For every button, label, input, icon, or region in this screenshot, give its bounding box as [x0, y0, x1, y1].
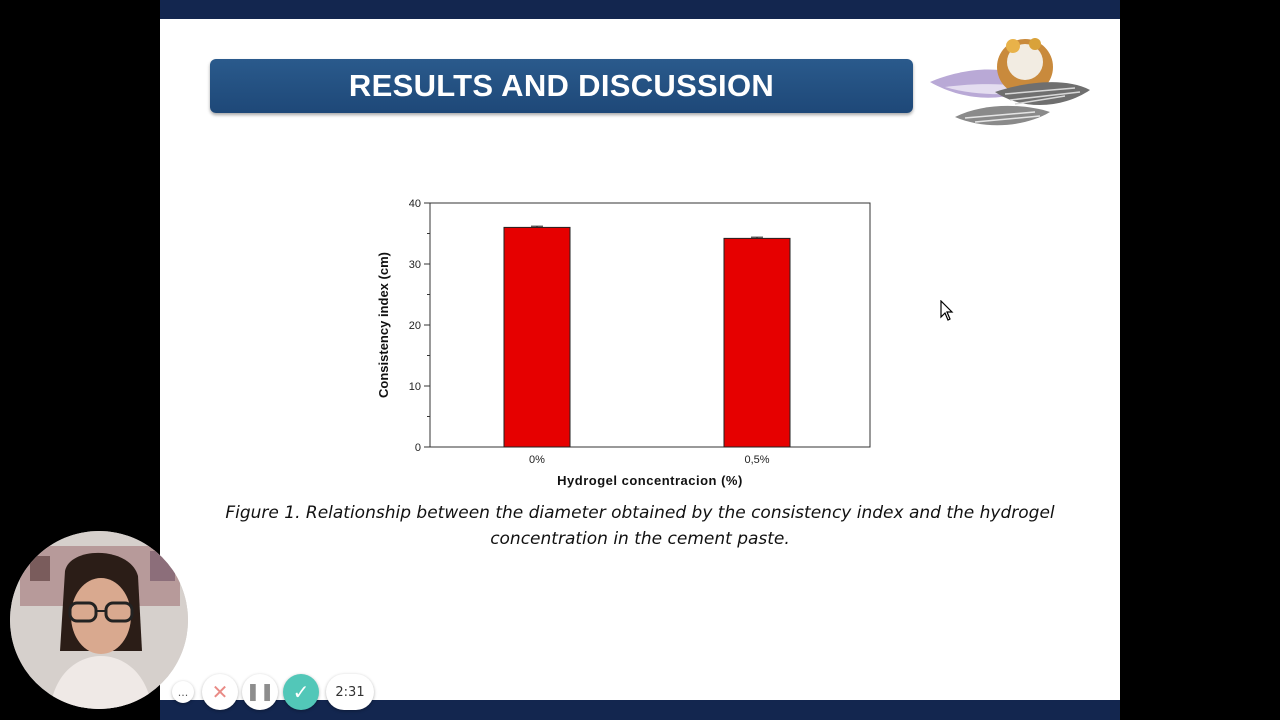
finish-recording-button[interactable]: ✓: [283, 674, 319, 710]
figure-caption: Figure 1. Relationship between the diame…: [200, 500, 1080, 552]
presenter-video-icon: [10, 531, 188, 709]
check-icon: ✓: [292, 680, 310, 704]
y-axis: 0 10 20 30 40: [409, 198, 430, 454]
pause-icon: ❚❚: [245, 682, 275, 702]
more-options-button[interactable]: ...: [172, 681, 194, 703]
y-tick-label: 30: [409, 259, 421, 271]
close-icon: ✕: [211, 680, 229, 704]
caption-line-1: Figure 1. Relationship between the diame…: [225, 503, 1055, 523]
bar-1: [723, 237, 791, 448]
pause-recording-button[interactable]: ❚❚: [242, 674, 278, 710]
x-axis-tick-labels: 0% 0,5%: [529, 454, 770, 466]
title-banner: RESULTS AND DISCUSSION: [210, 59, 913, 113]
slide-bottom-bar: [160, 700, 1120, 720]
presentation-slide: RESULTS AND DISCUSSION 0 10 20 30 40 0% 0,5% …: [160, 0, 1120, 720]
chart-bars: [503, 225, 791, 448]
timer-text: 2:31: [335, 684, 365, 700]
y-tick-label: 10: [409, 381, 421, 393]
x-tick-label: 0,5%: [744, 454, 769, 466]
recording-timer: 2:31: [326, 674, 374, 710]
conference-logo-icon: [930, 38, 1090, 126]
y-tick-label: 40: [409, 198, 421, 210]
slide-title: RESULTS AND DISCUSSION: [348, 68, 775, 103]
bar-0: [503, 226, 571, 448]
slide-top-bar: [160, 0, 1120, 19]
more-icon: ...: [177, 685, 189, 699]
mouse-cursor-icon: [940, 300, 954, 321]
y-tick-label: 20: [409, 320, 421, 332]
y-axis-label: Consistency index (cm): [376, 252, 391, 398]
y-tick-label: 0: [415, 442, 421, 454]
discard-recording-button[interactable]: ✕: [202, 674, 238, 710]
x-axis-label: Hydrogel concentracion (%): [557, 473, 743, 488]
webcam-bubble[interactable]: [10, 531, 188, 709]
caption-line-2: concentration in the cement paste.: [490, 529, 790, 549]
x-tick-label: 0%: [529, 454, 545, 466]
